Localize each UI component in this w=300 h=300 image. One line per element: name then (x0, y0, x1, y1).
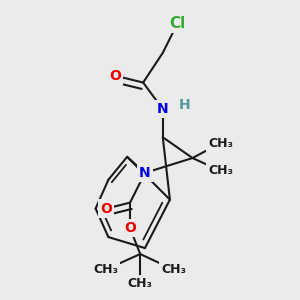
Text: O: O (100, 202, 112, 216)
Text: O: O (109, 69, 121, 83)
Text: CH₃: CH₃ (208, 164, 233, 177)
Text: CH₃: CH₃ (128, 277, 153, 290)
Text: CH₃: CH₃ (161, 263, 186, 276)
Text: H: H (179, 98, 190, 112)
Text: CH₃: CH₃ (208, 137, 233, 150)
Text: Cl: Cl (169, 16, 186, 31)
Text: N: N (139, 166, 151, 180)
Text: O: O (124, 221, 136, 235)
Text: N: N (157, 102, 169, 116)
Text: CH₃: CH₃ (93, 263, 118, 276)
